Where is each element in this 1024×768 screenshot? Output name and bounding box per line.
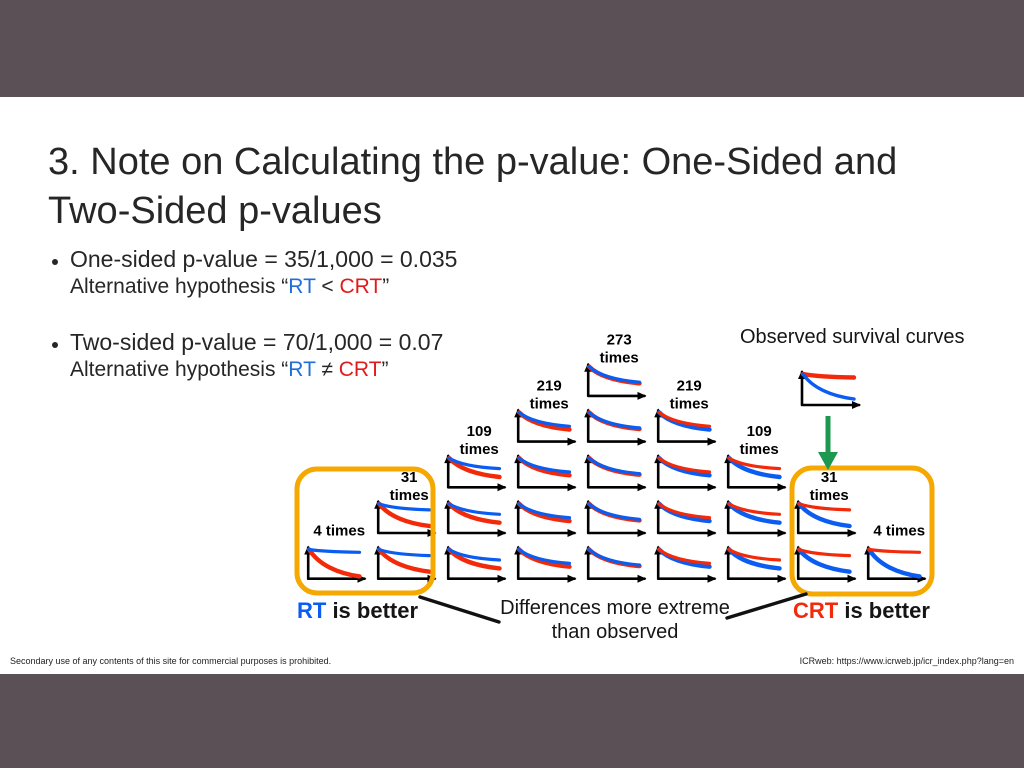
svg-text:Observed survival curves: Observed survival curves — [740, 326, 965, 348]
svg-text:times: times — [460, 441, 499, 458]
svg-text:than observed: than observed — [552, 621, 679, 643]
svg-text:times: times — [810, 487, 849, 504]
svg-text:109: 109 — [747, 423, 772, 440]
svg-text:times: times — [530, 395, 569, 412]
svg-text:4 times: 4 times — [313, 523, 365, 540]
svg-text:RT is better: RT is better — [297, 598, 418, 623]
svg-text:4 times: 4 times — [873, 523, 925, 540]
svg-text:times: times — [390, 487, 429, 504]
svg-text:219: 219 — [537, 377, 562, 394]
svg-text:109: 109 — [467, 423, 492, 440]
svg-text:31: 31 — [821, 469, 838, 486]
svg-text:273: 273 — [607, 332, 632, 349]
svg-text:219: 219 — [677, 377, 702, 394]
svg-text:times: times — [740, 441, 779, 458]
svg-text:times: times — [670, 395, 709, 412]
svg-text:Differences more extreme: Differences more extreme — [500, 597, 730, 619]
svg-text:times: times — [600, 350, 639, 367]
svg-text:CRT is better: CRT is better — [793, 598, 930, 623]
